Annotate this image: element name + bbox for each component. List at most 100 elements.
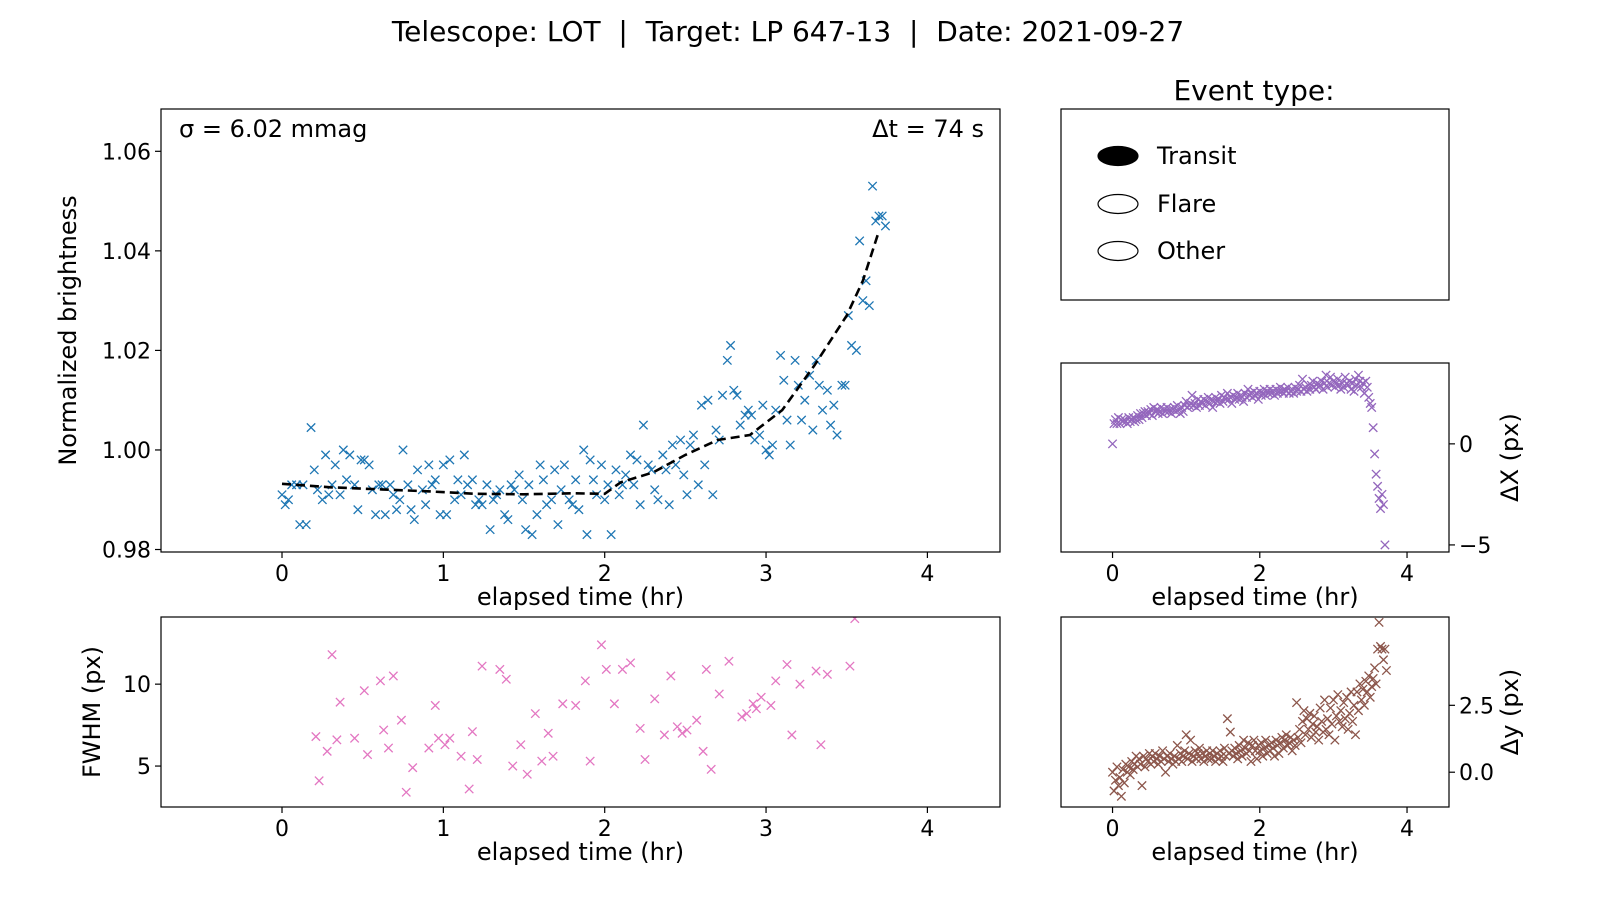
dy-point-113 [1274, 748, 1284, 759]
lightcurve-point-162 [858, 295, 868, 306]
fwhm-point-52 [692, 715, 702, 725]
dy-point-75 [1218, 756, 1228, 767]
fwhm-ytick-label-0: 5 [137, 755, 151, 780]
lightcurve-ytick-label-4: 1.06 [102, 140, 151, 165]
dy-point-117 [1280, 735, 1290, 745]
lightcurve-point-7 [301, 519, 311, 530]
dy-point-0 [1107, 767, 1118, 777]
legend-frame [1060, 108, 1450, 301]
lightcurve-point-59 [488, 495, 499, 505]
fwhm-point-61 [751, 704, 762, 714]
lightcurve-point-111 [675, 435, 686, 445]
lightcurve-xlabel: elapsed time (hr) [477, 583, 684, 611]
fwhm-point-24 [472, 754, 482, 765]
dy-point-174 [1364, 671, 1374, 681]
lightcurve-point-66 [514, 470, 524, 480]
lightcurve-point-27 [374, 480, 384, 490]
lightcurve-point-116 [693, 480, 703, 490]
lightcurve-point-100 [635, 500, 645, 510]
fwhm-xtick-label-0: 0 [275, 817, 289, 842]
dy-point-110 [1269, 751, 1280, 761]
fwhm-xtick-label-2: 2 [598, 817, 612, 842]
dy-point-157 [1339, 697, 1349, 708]
lightcurve-point-160 [851, 345, 862, 356]
lightcurve-point-123 [717, 390, 728, 400]
fwhm-point-43 [625, 658, 636, 668]
dy-point-108 [1266, 738, 1277, 748]
legend-title: Event type: [1173, 74, 1334, 107]
dx-point-177 [1368, 423, 1378, 433]
lightcurve-point-51 [459, 450, 469, 460]
legend-item-flare[interactable]: Flare [1097, 190, 1216, 218]
legend-marker-flare [1097, 193, 1139, 215]
lightcurve-point-75 [546, 495, 557, 505]
lightcurve-point-157 [840, 380, 850, 390]
lightcurve-xtick-label-4: 4 [920, 562, 934, 587]
dy-point-51 [1182, 754, 1193, 764]
lightcurve-point-28 [377, 480, 387, 490]
lightcurve-point-83 [574, 505, 584, 515]
dx-point-182 [1375, 503, 1386, 514]
dy-point-7 [1118, 764, 1128, 775]
dx-point-173 [1362, 382, 1372, 392]
dx-point-68 [1208, 402, 1218, 413]
dx-point-179 [1371, 469, 1381, 479]
dy-point-85 [1233, 754, 1243, 764]
dy-point-169 [1356, 695, 1367, 705]
dy-point-96 [1249, 735, 1259, 745]
fwhm-point-27 [501, 674, 511, 684]
fwhm-point-49 [672, 722, 682, 732]
dy-point-146 [1322, 714, 1333, 724]
dy-point-18 [1134, 754, 1144, 764]
legend-item-other[interactable]: Other [1097, 237, 1225, 265]
legend: Event type: Transit Flare Other [1060, 74, 1450, 301]
fwhm-ylabel: FWHM (px) [78, 646, 106, 778]
lightcurve-point-82 [571, 475, 581, 485]
dy-point-141 [1315, 703, 1325, 713]
fwhm-point-50 [677, 728, 687, 738]
lightcurve-point-17 [338, 445, 348, 455]
lightcurve-point-11 [317, 495, 328, 505]
dy-point-129 [1297, 716, 1308, 727]
dy-point-12 [1125, 770, 1135, 780]
dy-point-163 [1347, 716, 1358, 727]
dy-point-168 [1355, 679, 1365, 689]
lightcurve-point-34 [398, 445, 408, 455]
lightcurve-point-33 [395, 495, 405, 505]
fwhm-point-38 [585, 756, 595, 766]
dy-point-78 [1222, 714, 1233, 724]
legend-item-transit[interactable]: Transit [1097, 142, 1237, 170]
lightcurve-point-141 [782, 415, 792, 425]
fwhm-point-15 [408, 763, 418, 773]
fwhm-point-44 [635, 723, 645, 734]
lightcurve-point-39 [417, 485, 428, 495]
lightcurve-point-16 [335, 490, 345, 500]
fwhm-point-17 [430, 700, 440, 711]
lightcurve-point-71 [532, 510, 542, 520]
dy-xtick-label-2: 4 [1400, 817, 1414, 842]
dy-point-175 [1365, 692, 1375, 702]
lightcurve-point-56 [477, 500, 487, 510]
fwhm-point-66 [787, 730, 797, 740]
lightcurve-xtick-label-3: 3 [759, 562, 773, 587]
dy-point-124 [1290, 740, 1300, 751]
dy-point-114 [1275, 738, 1286, 748]
lightcurve-point-139 [775, 350, 786, 361]
dy-point-80 [1225, 727, 1235, 737]
dy-point-170 [1358, 684, 1368, 694]
lightcurve-ytick-label-3: 1.04 [102, 240, 151, 265]
dx-point-167 [1353, 370, 1364, 380]
fwhm-point-2 [322, 746, 332, 756]
fwhm-point-1 [314, 776, 324, 786]
dy-point-131 [1300, 730, 1311, 740]
fwhm-xtick-label-3: 3 [759, 817, 773, 842]
dy-point-1 [1109, 786, 1119, 796]
lightcurve-point-2 [283, 495, 294, 505]
fwhm-point-22 [464, 784, 474, 794]
lightcurve-point-36 [406, 505, 416, 515]
fwhm-point-30 [522, 769, 532, 779]
lightcurve-point-97 [625, 450, 636, 460]
lightcurve-point-140 [779, 375, 789, 385]
dy-point-149 [1327, 719, 1337, 729]
dy-point-59 [1194, 743, 1205, 753]
